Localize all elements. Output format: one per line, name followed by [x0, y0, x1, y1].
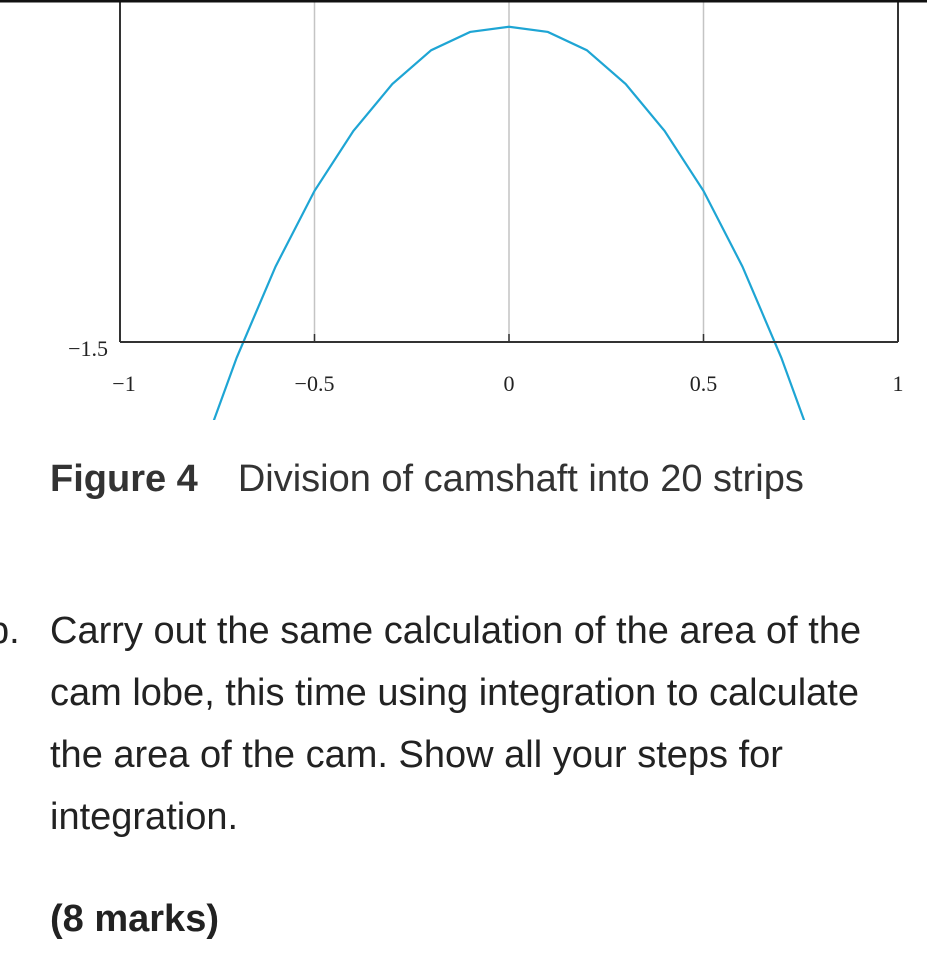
chart-tick-labels: −1−0.500.51−0.5−1−1.5 [68, 336, 904, 396]
y-tick-label-2: −1.5 [68, 336, 108, 361]
x-tick-label-3: 0.5 [690, 371, 718, 396]
x-tick-label-4: 1 [893, 371, 904, 396]
strip-chart: −1−0.500.51−0.5−1−1.5 [0, 0, 927, 420]
marks-label: (8 marks) [50, 898, 219, 940]
question-letter: b. [0, 610, 20, 652]
chart-curve [212, 25, 806, 420]
question-text: Carry out the same calculation of the ar… [50, 610, 862, 838]
figure-caption: Figure 4 Division of camshaft into 20 str… [50, 458, 804, 501]
cam-profile-line [212, 25, 806, 420]
figure-caption-text: Division of camshaft into 20 strips [237, 458, 804, 500]
chart-grid [313, 0, 705, 342]
chart-axes [0, 0, 927, 343]
x-tick-label-1: −0.5 [295, 371, 335, 396]
x-tick-label-0: −1 [112, 371, 135, 396]
question-b: b. Carry out the same calculation of the… [0, 600, 910, 848]
x-tick-label-2: 0 [504, 371, 515, 396]
figure-label: Figure 4 [50, 458, 198, 500]
